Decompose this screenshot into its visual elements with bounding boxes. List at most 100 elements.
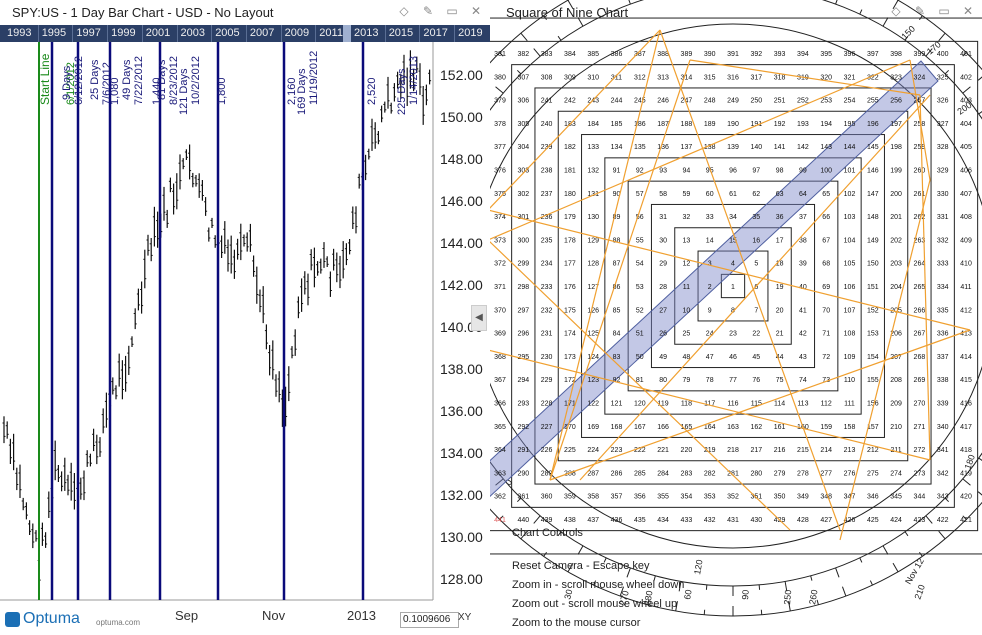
grid-number: 114: [774, 401, 785, 408]
year-label[interactable]: 2009: [284, 27, 310, 39]
grid-number: 45: [752, 354, 760, 361]
grid-number: 398: [890, 51, 902, 58]
cycle-date-label: 10/2/2012: [190, 56, 202, 105]
restore-icon[interactable]: ▭: [938, 4, 950, 18]
ring-tick: [841, 586, 847, 597]
year-label[interactable]: 2003: [180, 27, 205, 39]
grid-number: 358: [587, 494, 599, 501]
xy-button[interactable]: XY: [458, 612, 472, 623]
year-label[interactable]: 2007: [249, 27, 275, 39]
grid-number: 87: [613, 261, 621, 268]
grid-number: 47: [706, 354, 714, 361]
year-label[interactable]: 2013: [354, 27, 379, 39]
ring-angle-label: 120: [692, 559, 704, 576]
diamond-icon[interactable]: ◇: [399, 4, 409, 18]
pin-icon[interactable]: ✎: [914, 4, 926, 18]
grid-number: 40: [799, 284, 807, 291]
grid-number: 378: [494, 121, 506, 128]
pin-icon[interactable]: ✎: [422, 4, 434, 18]
angle-line: [579, 94, 931, 481]
grid-number: 334: [937, 284, 949, 291]
cycle-days-label: 169 Days: [296, 68, 308, 115]
ring-tick: [892, 562, 899, 573]
grid-number: 131: [587, 191, 599, 198]
grid-number: 302: [517, 191, 529, 198]
year-label[interactable]: 2001: [145, 27, 171, 39]
year-selection[interactable]: [343, 25, 351, 42]
grid-number: 401: [960, 51, 972, 58]
grid-number: 226: [541, 447, 553, 454]
restore-icon[interactable]: ▭: [446, 4, 458, 18]
spiral-square: [511, 64, 955, 508]
diamond-icon[interactable]: ◇: [891, 4, 901, 18]
cycle-date-label: 6/12/2012: [73, 56, 85, 105]
cumulative-label: 1,440: [151, 77, 163, 105]
grid-number: 373: [494, 237, 506, 244]
grid-number: 82: [613, 377, 621, 384]
grid-number: 299: [517, 261, 529, 268]
grid-number: 129: [587, 237, 599, 244]
year-label[interactable]: 2017: [423, 27, 448, 39]
ring-tick: [516, 497, 522, 503]
grid-number: 98: [776, 168, 784, 175]
grid-number: 259: [914, 144, 926, 151]
grid-number: 422: [937, 517, 949, 524]
grid-number: 270: [914, 401, 926, 408]
grid-number: 282: [704, 470, 716, 477]
grid-number: 127: [587, 284, 599, 291]
collapse-panel-icon[interactable]: ◀: [471, 305, 487, 331]
grid-number: 357: [611, 494, 623, 501]
grid-number: 6: [754, 284, 758, 291]
angle-line: [549, 329, 971, 481]
grid-number: 261: [914, 191, 926, 198]
y-tick-label: 132.00: [440, 487, 483, 503]
grid-number: 311: [611, 74, 622, 81]
grid-number: 246: [657, 98, 669, 105]
grid-number: 409: [960, 237, 972, 244]
grid-number: 258: [914, 121, 926, 128]
grid-number: 325: [937, 74, 949, 81]
year-label[interactable]: 1993: [7, 27, 32, 39]
grid-number: 306: [517, 98, 529, 105]
year-label[interactable]: 2019: [458, 27, 483, 39]
grid-number: 255: [867, 98, 879, 105]
grid-number: 361: [517, 494, 529, 501]
grid-number: 164: [704, 424, 716, 431]
spiral-square: [650, 203, 816, 369]
year-label[interactable]: 2005: [215, 27, 240, 39]
grid-number: 118: [681, 401, 692, 408]
grid-number: 273: [914, 470, 926, 477]
grid-number: 198: [890, 144, 902, 151]
grid-number: 359: [564, 494, 576, 501]
year-navigator[interactable]: 1993 1995 1997 1999 2001 2003 2005 2007 2009 2011…: [0, 25, 490, 42]
close-icon[interactable]: ✕: [962, 4, 974, 18]
grid-number: 149: [867, 237, 879, 244]
ring-tick: [962, 478, 971, 486]
ring-angle-label: 60: [682, 589, 694, 601]
grid-number: 159: [820, 424, 832, 431]
year-label[interactable]: 1997: [76, 27, 101, 39]
year-label[interactable]: 1995: [41, 27, 67, 39]
grid-number: 349: [797, 494, 809, 501]
ring-tick: [495, 478, 504, 486]
grid-number: 271: [914, 424, 926, 431]
year-divider: [315, 25, 317, 42]
chart-controls-help: Chart Controls Reset Camera - Escape key…: [512, 524, 684, 633]
grid-number: 341: [937, 447, 949, 454]
grid-number: 234: [541, 261, 553, 268]
grid-number: 437: [587, 517, 599, 524]
cycle-days-label: 81 Days: [156, 59, 168, 100]
bar-chart-window: SPY:US - 1 Day Bar Chart - USD - No Layo…: [0, 0, 490, 635]
grid-number: 57: [636, 191, 644, 198]
year-label[interactable]: 1999: [111, 27, 136, 39]
grid-number: 251: [774, 98, 786, 105]
ring-tick: [533, 48, 541, 57]
ring-tick: [567, 562, 574, 573]
year-label[interactable]: 2011: [319, 27, 343, 39]
ring-tick: [925, 515, 933, 524]
grid-number: 137: [681, 144, 693, 151]
close-icon[interactable]: ✕: [470, 4, 482, 18]
year-label[interactable]: 2015: [388, 27, 414, 39]
